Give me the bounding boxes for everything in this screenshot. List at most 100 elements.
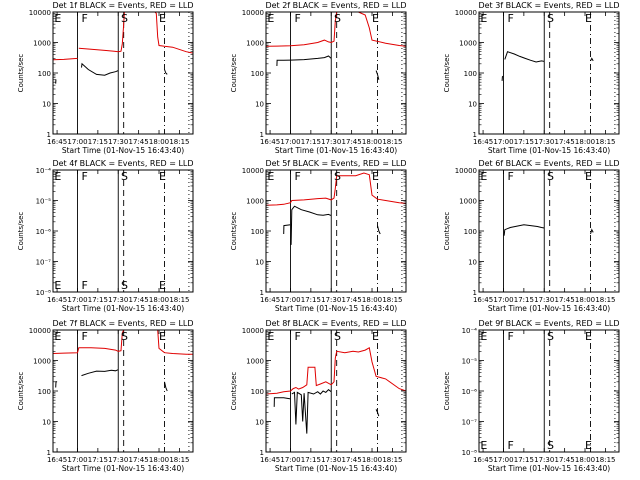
- detector-panel-9: Det 9f BLACK = Events, RED = LLD E E F F S S E E…: [443, 319, 620, 473]
- y-tick-label: 10: [42, 101, 51, 109]
- x-tick-label: 16:45: [473, 456, 493, 464]
- annotation-letter: E: [54, 279, 61, 292]
- x-tick-label: 17:00: [67, 138, 87, 146]
- x-tick-label: 18:00: [362, 296, 382, 304]
- x-tick-label: 18:15: [595, 138, 615, 146]
- y-tick-label: 10⁻⁷: [36, 259, 52, 267]
- annotation-letter: S: [547, 170, 554, 183]
- x-axis-label: Start Time (01-Nov-15 16:43:40): [488, 464, 610, 473]
- annotation-letter: E: [159, 12, 166, 25]
- y-tick-label: 1: [47, 131, 51, 139]
- lld-series-line: [265, 347, 407, 395]
- x-tick-label: 16:45: [473, 138, 493, 146]
- y-tick-label: 10000: [242, 167, 264, 175]
- events-series-line: [375, 409, 380, 417]
- x-tick-label: 17:15: [514, 456, 534, 464]
- y-axis-label: Counts/sec: [17, 54, 25, 93]
- lld-series-line: [265, 11, 407, 47]
- y-tick-label: 10000: [242, 9, 264, 17]
- y-tick-label: 10: [468, 101, 477, 109]
- plot-frame: [478, 169, 620, 293]
- annotation-letter: E: [267, 170, 274, 183]
- detector-panel-7: Det 7f BLACK = Events, RED = LLD E F S E 1 10 1…: [17, 319, 194, 473]
- x-tick-label: 17:00: [493, 296, 513, 304]
- annotation-letter: S: [547, 330, 554, 343]
- panel-title: Det 8f BLACK = Events, RED = LLD: [265, 319, 406, 328]
- x-tick-label: 18:00: [575, 138, 595, 146]
- y-tick-label: 10⁻⁴: [36, 167, 52, 175]
- events-series-line: [273, 397, 291, 407]
- annotation-letter: S: [121, 170, 128, 183]
- x-tick-label: 17:45: [555, 296, 575, 304]
- y-tick-label: 1: [473, 131, 477, 139]
- x-tick-label: 17:15: [88, 138, 108, 146]
- y-tick-label: 1000: [33, 358, 51, 366]
- y-tick-label: 1: [473, 289, 477, 297]
- x-tick-label: 17:15: [514, 138, 534, 146]
- y-tick-label: 100: [38, 388, 51, 396]
- x-tick-label: 17:45: [555, 138, 575, 146]
- annotation-letter: E: [585, 12, 592, 25]
- x-tick-label: 17:15: [301, 456, 321, 464]
- x-tick-label: 18:15: [382, 296, 402, 304]
- annotation-letter: E: [585, 330, 592, 343]
- y-tick-label: 10⁻⁸: [36, 289, 52, 297]
- x-axis-label: Start Time (01-Nov-15 16:43:40): [62, 304, 184, 313]
- annotation-letter: E: [372, 170, 379, 183]
- annotation-letter: E: [267, 330, 274, 343]
- x-tick-label: 17:30: [321, 138, 341, 146]
- x-tick-label: 17:30: [321, 296, 341, 304]
- x-tick-label: 17:30: [108, 138, 128, 146]
- events-series-line: [81, 62, 119, 76]
- events-series-line: [55, 79, 57, 84]
- events-series-line: [283, 224, 291, 235]
- events-series-line: [276, 55, 332, 67]
- annotation-letter: S: [547, 439, 554, 452]
- y-tick-label: 10: [468, 259, 477, 267]
- y-tick-label: 1: [260, 131, 264, 139]
- y-axis-label: Counts/sec: [230, 372, 238, 411]
- x-tick-label: 17:00: [493, 138, 513, 146]
- panel-title: Det 7f BLACK = Events, RED = LLD: [52, 319, 193, 328]
- annotation-letter: F: [295, 170, 301, 183]
- y-tick-label: 1: [260, 449, 264, 457]
- x-tick-label: 17:15: [301, 138, 321, 146]
- y-tick-label: 1000: [459, 40, 477, 48]
- annotation-letter: E: [480, 12, 487, 25]
- detector-panel-6: Det 6f BLACK = Events, RED = LLD E F S E 1 10 1…: [443, 159, 620, 313]
- annotation-letter: F: [508, 330, 514, 343]
- x-tick-label: 17:15: [514, 296, 534, 304]
- x-tick-label: 16:45: [473, 296, 493, 304]
- x-tick-label: 16:45: [260, 456, 280, 464]
- events-series-line: [290, 205, 332, 245]
- annotation-letter: S: [334, 170, 341, 183]
- events-series-line: [164, 381, 168, 392]
- annotation-letter: E: [267, 12, 274, 25]
- x-tick-label: 18:00: [149, 456, 169, 464]
- x-tick-label: 18:00: [575, 456, 595, 464]
- x-tick-label: 18:15: [382, 138, 402, 146]
- x-tick-label: 16:45: [260, 138, 280, 146]
- annotation-letter: E: [54, 330, 61, 343]
- annotation-letter: E: [480, 330, 487, 343]
- x-tick-label: 16:45: [260, 296, 280, 304]
- y-axis-label: Counts/sec: [17, 212, 25, 251]
- annotation-letter: F: [508, 170, 514, 183]
- plot-frame: [265, 11, 407, 135]
- x-tick-label: 16:45: [47, 296, 67, 304]
- y-tick-label: 10: [255, 259, 264, 267]
- y-tick-label: 100: [251, 70, 264, 78]
- x-axis-label: Start Time (01-Nov-15 16:43:40): [275, 304, 397, 313]
- annotation-letter: E: [159, 170, 166, 183]
- x-tick-label: 18:00: [149, 296, 169, 304]
- plot-frame: [52, 169, 194, 293]
- y-tick-label: 1000: [246, 198, 264, 206]
- x-tick-label: 18:15: [169, 456, 189, 464]
- plot-frame: [52, 329, 194, 453]
- y-axis-label: Counts/sec: [443, 372, 451, 411]
- x-tick-label: 18:15: [595, 296, 615, 304]
- panel-title: Det 3f BLACK = Events, RED = LLD: [478, 1, 619, 10]
- lld-series-line: [265, 172, 407, 206]
- x-tick-label: 18:00: [362, 138, 382, 146]
- events-series-line: [81, 369, 119, 377]
